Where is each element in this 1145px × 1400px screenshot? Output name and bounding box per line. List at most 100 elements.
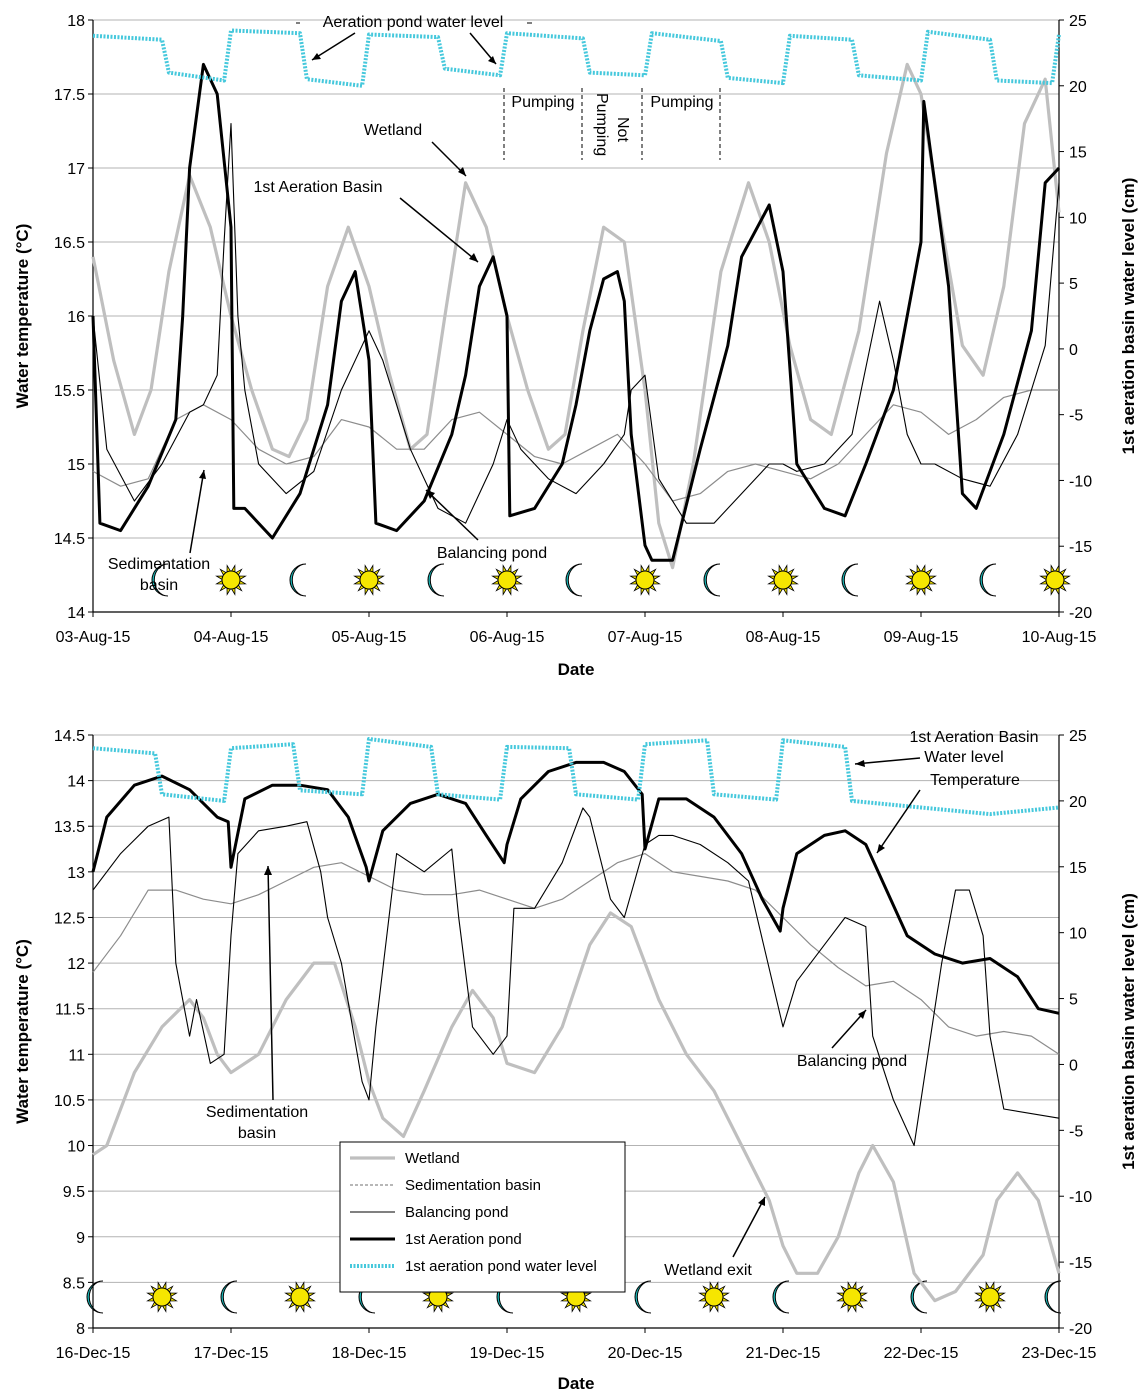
arrowhead-balancing	[426, 490, 435, 499]
sun-disc	[773, 570, 793, 590]
series-line-level	[92, 737, 1060, 817]
legend-label-sedimentation: Sedimentation basin	[405, 1177, 541, 1194]
x-tick-label: 03-Aug-15	[56, 629, 131, 646]
y2-tick-label: 25	[1069, 728, 1087, 745]
moon-icon	[427, 563, 445, 597]
arrowhead-balancing	[858, 1010, 866, 1019]
x-tick-label: 07-Aug-15	[608, 629, 683, 646]
arrow-aeration	[399, 197, 479, 263]
x-axis-label: Date	[558, 660, 595, 679]
y2-axis-label: 1st aeration basin water level (cm)	[1119, 893, 1138, 1170]
sun-disc	[497, 570, 517, 590]
y-tick-label: 17.5	[54, 87, 85, 104]
y-tick-label: 10	[67, 1139, 85, 1156]
sun-icon	[1039, 564, 1071, 596]
arrowhead-water-level	[855, 760, 865, 767]
y2-tick-label: 20	[1069, 794, 1087, 811]
sun-icon	[974, 1281, 1006, 1313]
sun-icon	[353, 564, 385, 596]
moon-icon	[220, 1280, 238, 1314]
y2-tick-label: -20	[1069, 1321, 1092, 1338]
y-tick-label: 9.5	[63, 1184, 85, 1201]
legend-label-level: 1st aeration pond water level	[405, 1258, 597, 1275]
annotation-sedimentation-a: Sedimentation	[206, 1104, 308, 1121]
sun-icon	[215, 564, 247, 596]
annotation-not-pumping-b: Not	[614, 117, 631, 142]
moon-icon	[841, 563, 859, 597]
series-line-balancing	[92, 807, 1060, 1147]
arrow-sedimentation	[189, 469, 205, 554]
sun-disc	[911, 570, 931, 590]
arrow-water-level	[854, 757, 921, 765]
y-tick-label: 16	[67, 309, 85, 326]
sun-disc	[290, 1287, 310, 1307]
annotation-water-level: Water level	[924, 749, 1003, 766]
moon-icon	[703, 563, 721, 597]
annotation-sedimentation-b: basin	[140, 577, 178, 594]
moon-icon	[565, 563, 583, 597]
y2-tick-label: -15	[1069, 539, 1092, 556]
moon-icon	[289, 563, 307, 597]
x-tick-label: 23-Dec-15	[1022, 1345, 1097, 1362]
arrow-sedimentation	[267, 865, 274, 1101]
sun-icon	[284, 1281, 316, 1313]
y-tick-label: 8	[76, 1321, 85, 1338]
series-line-balancing	[92, 123, 1060, 524]
annotation-aeration: 1st Aeration Basin	[254, 179, 383, 196]
sun-disc	[980, 1287, 1000, 1307]
y2-tick-label: 5	[1069, 992, 1078, 1009]
y2-tick-label: 20	[1069, 79, 1087, 96]
moon-icon	[910, 1280, 928, 1314]
y-tick-label: 12.5	[54, 910, 85, 927]
x-tick-label: 08-Aug-15	[746, 629, 821, 646]
arrow-balancing	[425, 489, 479, 541]
y-tick-label: 14	[67, 774, 85, 791]
annotation-level: Aeration pond water level	[323, 14, 504, 31]
y-axis-label: Water temperature (°C)	[13, 939, 32, 1124]
annotation-wetland: Wetland	[364, 122, 422, 139]
annotation-wetland-exit: Wetland exit	[664, 1262, 752, 1279]
legend-box	[339, 1141, 626, 1293]
x-tick-label: 06-Aug-15	[470, 629, 545, 646]
y2-tick-label: -5	[1069, 1123, 1083, 1140]
y-tick-label: 17	[67, 161, 85, 178]
sun-disc	[221, 570, 241, 590]
series-line-aeration	[91, 760, 1060, 1015]
y-tick-label: 13.5	[54, 819, 85, 836]
legend-label-wetland: Wetland	[405, 1150, 460, 1167]
x-tick-label: 09-Aug-15	[884, 629, 959, 646]
y2-tick-label: 10	[1069, 210, 1087, 227]
y2-tick-label: -10	[1069, 473, 1092, 490]
series-line-wetland	[91, 62, 1061, 570]
y2-tick-label: -10	[1069, 1189, 1092, 1206]
sun-disc	[1045, 570, 1065, 590]
legend: Wetland Sedimentation basin Balancing pond…	[339, 1141, 626, 1293]
arrowhead-aeration	[469, 253, 478, 262]
x-tick-label: 18-Dec-15	[332, 1345, 407, 1362]
annotation-not-pumping-a: Pumping	[593, 93, 610, 156]
legend-label-balancing: Balancing pond	[405, 1204, 508, 1221]
y2-tick-label: 15	[1069, 860, 1087, 877]
sun-disc	[704, 1287, 724, 1307]
x-tick-label: 04-Aug-15	[194, 629, 269, 646]
x-axis-label: Date	[558, 1374, 595, 1393]
arrowhead-wetland	[458, 167, 466, 176]
y-tick-label: 15	[67, 457, 85, 474]
series-line-sedimentation	[92, 389, 1059, 502]
y-tick-label: 11.5	[55, 1002, 85, 1019]
sun-disc	[359, 570, 379, 590]
x-tick-label: 20-Dec-15	[608, 1345, 683, 1362]
sun-icon	[629, 564, 661, 596]
moon-icon	[979, 563, 997, 597]
series-line-level	[92, 28, 1061, 88]
y-tick-label: 15.5	[54, 383, 85, 400]
y-tick-label: 9	[76, 1230, 85, 1247]
y2-axis-label: 1st aeration basin water level (cm)	[1119, 178, 1138, 455]
sun-icon	[836, 1281, 868, 1313]
chart-august: 14 14.5 15 15.5 16 16.5 17 17.5 18 -20 -15 -10 -5 0 5 1…	[13, 13, 1138, 679]
moon-icon	[634, 1280, 652, 1314]
sun-icon	[905, 564, 937, 596]
y-tick-label: 14.5	[54, 728, 85, 745]
